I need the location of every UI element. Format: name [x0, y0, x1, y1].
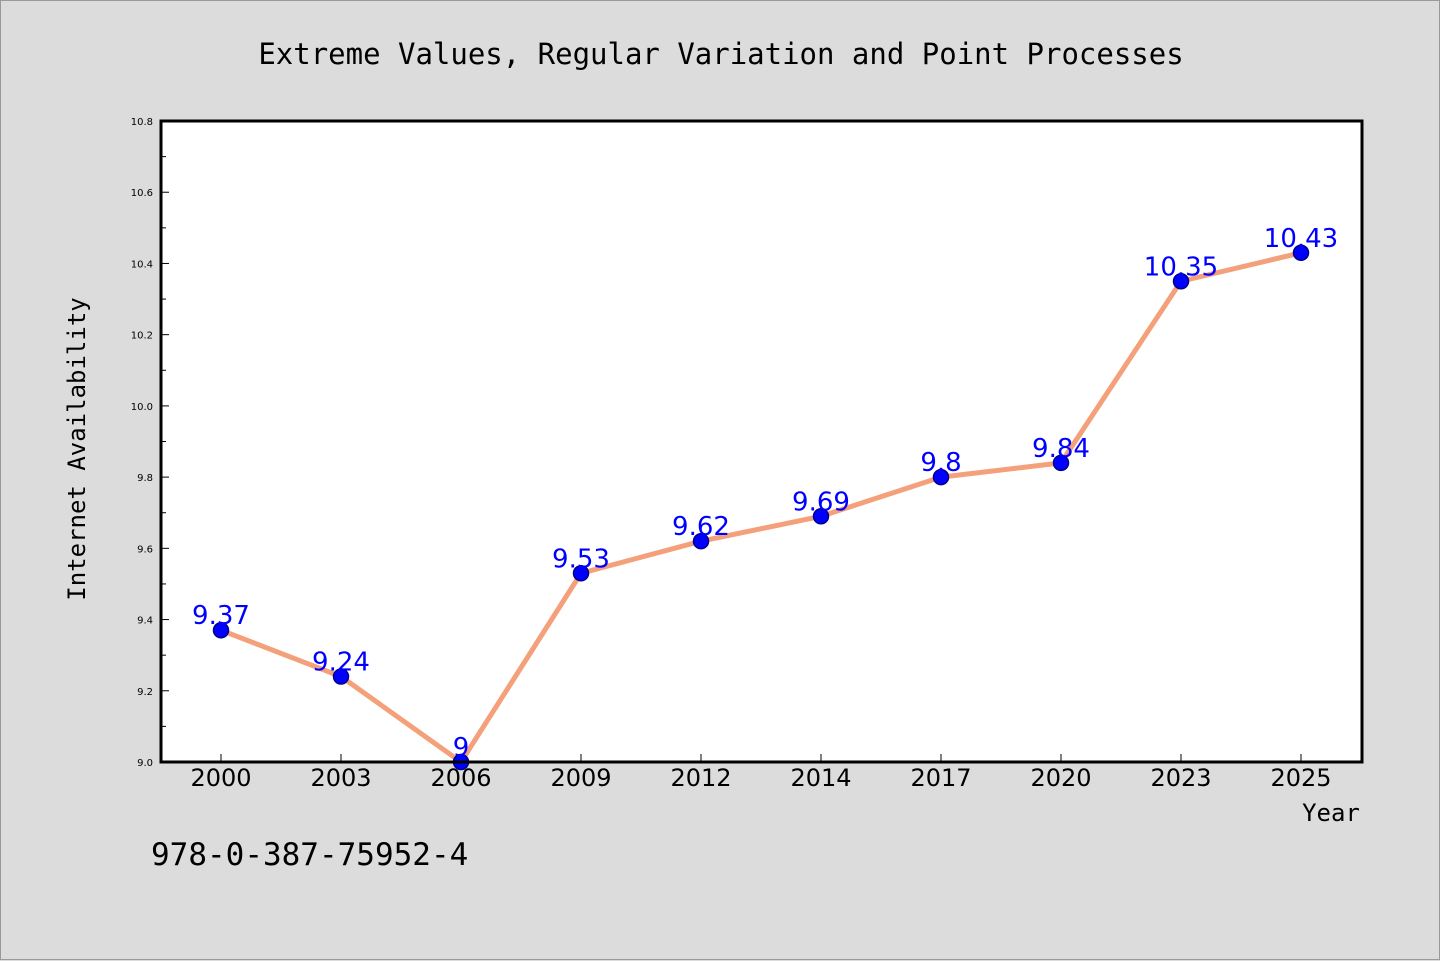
series-line [218, 250, 1304, 765]
y-tick-label: 9.6 [137, 544, 153, 555]
data-label: 10.43 [1264, 224, 1338, 254]
chart-title: Extreme Values, Regular Variation and Po… [258, 37, 1183, 71]
y-tick-label: 10.2 [131, 331, 153, 342]
x-tick-label: 2023 [1150, 764, 1211, 792]
data-point [332, 668, 350, 685]
plot-border [159, 119, 1364, 764]
data-label: 9.24 [312, 648, 370, 678]
x-tick-label: 2000 [190, 764, 251, 792]
data-label: 9.62 [672, 512, 730, 542]
data-labels: 9.37 9.24 9 9.53 9.62 9.69 9.8 9.84 10.35 10.43 [192, 224, 1338, 763]
x-axis-title: Year [1302, 799, 1360, 827]
y-tick-label: 9.8 [137, 473, 153, 484]
data-label: 10.35 [1144, 252, 1218, 282]
data-point [1052, 454, 1070, 472]
x-tick-label: 2020 [1030, 764, 1091, 792]
x-tick-label: 2012 [670, 764, 731, 792]
y-tick-label: 10.8 [131, 117, 153, 128]
data-label: 9 [453, 733, 470, 763]
data-label: 9.37 [192, 601, 250, 631]
data-label: 9.53 [552, 544, 610, 574]
isbn-text: 978-0-387-75952-4 [151, 837, 468, 873]
y-tick-label: 9.2 [137, 687, 153, 698]
data-point [932, 468, 950, 486]
data-point [692, 532, 710, 550]
x-tick-label: 2025 [1270, 764, 1331, 792]
y-tick-label: 10.0 [131, 402, 153, 413]
data-point [812, 508, 830, 525]
data-point [212, 621, 230, 639]
data-label: 9.8 [920, 448, 961, 478]
x-tick-label: 2014 [790, 764, 851, 792]
y-axis-title: Internet Availability [63, 297, 91, 600]
data-label: 9.69 [792, 487, 850, 517]
y-tick-label: 10.4 [131, 259, 153, 270]
x-tick-label: 2017 [910, 764, 971, 792]
x-tick-label: 2009 [550, 764, 611, 792]
data-point [572, 565, 590, 582]
x-axis: 2000 2003 2006 2009 2012 2014 2017 2020 2023 2025 [190, 754, 1332, 792]
plot-area [161, 121, 1362, 762]
y-tick-label: 9.4 [137, 616, 153, 627]
y-tick-label: 9.0 [137, 758, 153, 769]
data-point [1292, 244, 1310, 262]
data-point [1172, 273, 1190, 290]
x-tick-label: 2003 [310, 764, 371, 792]
y-tick-label: 10.6 [131, 188, 153, 199]
data-label: 9.84 [1032, 434, 1090, 464]
